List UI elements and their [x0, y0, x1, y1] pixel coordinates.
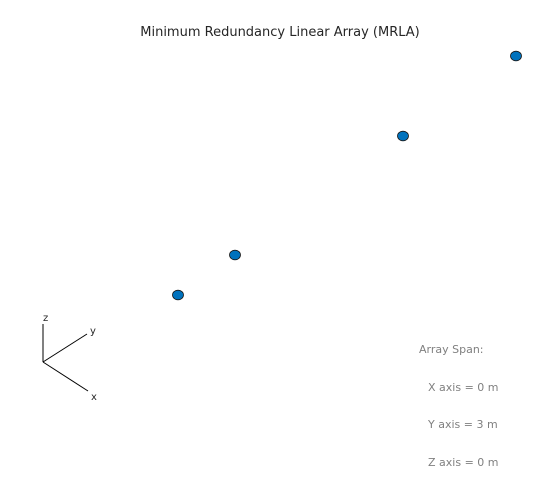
array-element-3 — [397, 130, 409, 142]
axes-triad: z y x — [42, 313, 97, 403]
array-elements — [172, 50, 522, 301]
array-span-z: Z axis = 0 m — [428, 455, 499, 469]
array-span-x: X axis = 0 m — [428, 380, 499, 394]
triad-x-axis — [42, 361, 89, 392]
array-plot: z y x — [42, 50, 522, 403]
array-span-heading: Array Span: — [419, 343, 484, 356]
array-element-1 — [172, 289, 184, 301]
triad-y-label: y — [90, 326, 96, 337]
triad-x-label: x — [91, 392, 97, 403]
triad-z-label: z — [43, 313, 48, 324]
figure-canvas: Minimum Redundancy Linear Array (MRLA) z… — [42, 25, 522, 469]
array-span-y: Y axis = 3 m — [428, 418, 498, 431]
triad-y-axis — [42, 333, 88, 363]
array-span-annotation: Array Span: X axis = 0 m Y axis = 3 m Z … — [419, 319, 499, 494]
array-element-4 — [510, 50, 522, 62]
array-element-2 — [229, 249, 241, 261]
figure-title: Minimum Redundancy Linear Array (MRLA) — [140, 25, 420, 40]
